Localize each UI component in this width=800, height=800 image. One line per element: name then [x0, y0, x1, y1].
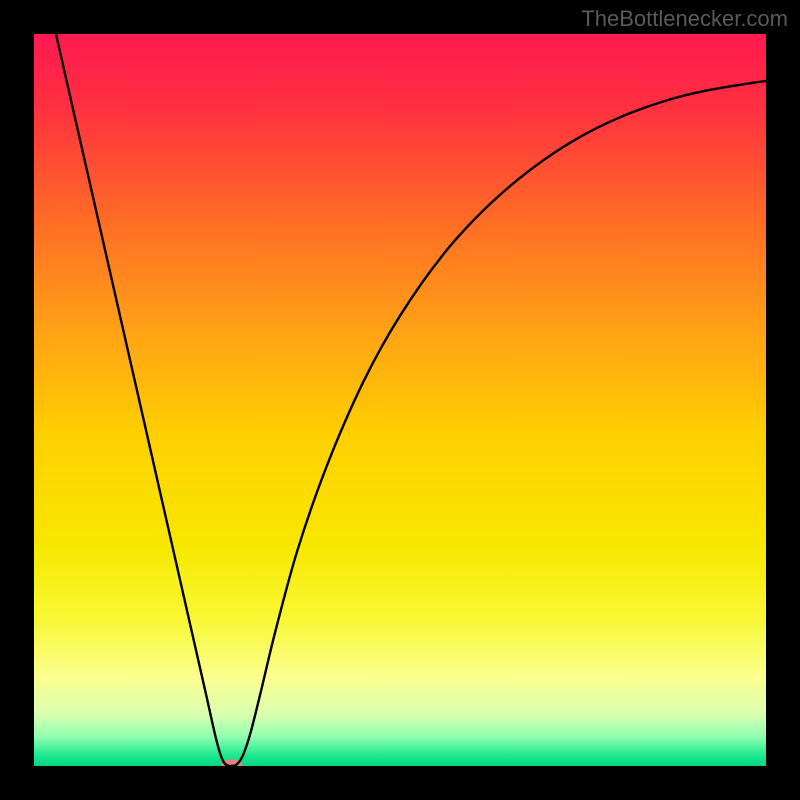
- plot-area: [34, 34, 766, 766]
- bottleneck-chart: [34, 34, 766, 766]
- chart-frame: TheBottlenecker.com: [0, 0, 800, 800]
- watermark-label: TheBottlenecker.com: [581, 6, 788, 32]
- heat-gradient-background: [34, 34, 766, 766]
